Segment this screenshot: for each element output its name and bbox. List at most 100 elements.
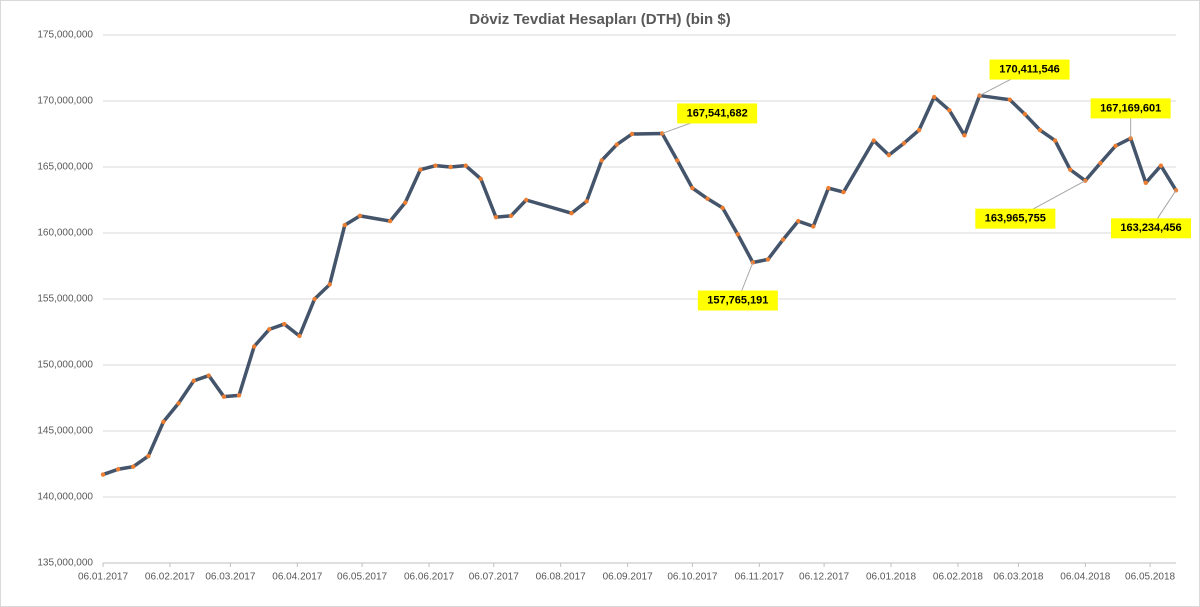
point: [146, 453, 151, 459]
x-tick-label: 06.02.2017: [145, 572, 195, 583]
point: [1158, 163, 1164, 168]
x-tick-label: 06.10.2017: [667, 572, 717, 583]
label-box: [1111, 218, 1191, 239]
point: [1098, 160, 1103, 166]
data-label: 170,411,546: [999, 63, 1060, 75]
x-tick-label: 06.01.2018: [866, 572, 916, 583]
point: [161, 419, 166, 424]
y-tick-label: 175,000,000: [37, 30, 93, 41]
point: [251, 344, 257, 349]
data-label: 163,965,755: [985, 213, 1046, 225]
point: [690, 185, 695, 191]
point: [206, 373, 211, 378]
point: [614, 142, 620, 147]
point: [584, 199, 589, 204]
x-tick-label: 06.01.2017: [78, 572, 128, 583]
x-tick-label: 06.09.2017: [603, 572, 653, 583]
point: [191, 378, 196, 384]
point: [720, 205, 725, 211]
y-tick-label: 155,000,000: [37, 294, 93, 305]
point: [1022, 112, 1028, 117]
point: [478, 176, 484, 182]
y-tick-label: 170,000,000: [37, 96, 93, 107]
label-box: [989, 59, 1070, 80]
point: [1143, 180, 1148, 186]
point: [463, 163, 468, 168]
chart-title: Döviz Tevdiat Hesapları (DTH) (bin $): [469, 11, 730, 28]
point: [750, 260, 756, 265]
data-label: 163,234,456: [1120, 222, 1181, 234]
x-tick-label: 06.08.2017: [536, 572, 586, 583]
point: [931, 94, 937, 100]
point: [599, 158, 604, 163]
point: [705, 196, 710, 201]
y-tick-label: 140,000,000: [37, 492, 93, 503]
point: [267, 327, 272, 332]
point: [962, 133, 967, 138]
data-label: 157,765,191: [707, 294, 768, 306]
point: [780, 237, 786, 242]
x-tick-label: 06.04.2018: [1060, 572, 1110, 583]
y-tick-label: 145,000,000: [37, 426, 93, 437]
label-box: [677, 103, 758, 124]
point: [569, 211, 574, 216]
point: [387, 218, 393, 224]
point: [675, 158, 680, 163]
y-tick-label: 135,000,000: [37, 558, 93, 569]
x-tick-label: 06.03.2018: [993, 572, 1043, 583]
point: [131, 464, 136, 469]
point: [1037, 127, 1043, 133]
point: [795, 218, 801, 224]
x-tick-label: 06.11.2017: [735, 572, 785, 583]
x-tick-label: 06.02.2018: [933, 572, 983, 583]
point: [357, 213, 363, 219]
point: [811, 224, 816, 229]
point: [523, 197, 529, 203]
x-tick-label: 06.12.2017: [799, 572, 849, 583]
point: [236, 393, 242, 398]
point: [1007, 97, 1012, 102]
x-tick-label: 06.05.2018: [1125, 572, 1175, 583]
x-tick-label: 06.07.2017: [469, 572, 519, 583]
point: [1052, 138, 1058, 143]
point: [418, 167, 423, 172]
point: [629, 131, 635, 137]
label-box: [697, 290, 778, 311]
point: [508, 213, 514, 219]
point: [297, 333, 302, 339]
y-tick-label: 150,000,000: [37, 360, 93, 371]
point: [115, 467, 121, 472]
line-series: [102, 93, 1178, 477]
point: [433, 163, 438, 168]
point: [901, 141, 907, 146]
y-tick-label: 160,000,000: [37, 228, 93, 239]
label-box: [975, 208, 1056, 229]
point: [1113, 143, 1118, 149]
x-tick-label: 06.03.2017: [205, 572, 255, 583]
data-label: 167,541,682: [687, 107, 748, 119]
point: [916, 127, 922, 133]
point: [327, 282, 332, 287]
point: [871, 138, 876, 143]
x-tick-label: 06.06.2017: [404, 572, 454, 583]
point: [221, 394, 227, 399]
label-box: [1090, 98, 1171, 119]
data-label: 167,169,601: [1100, 102, 1161, 114]
point: [176, 401, 181, 406]
point: [312, 296, 317, 302]
point: [282, 321, 287, 327]
point: [100, 472, 106, 477]
point: [826, 185, 831, 191]
point: [765, 257, 771, 262]
point: [493, 214, 499, 220]
y-tick-label: 165,000,000: [37, 162, 93, 173]
x-tick-label: 06.04.2017: [272, 572, 322, 583]
point: [1068, 167, 1073, 172]
point: [947, 108, 952, 113]
x-tick-label: 06.05.2017: [337, 572, 387, 583]
point: [403, 200, 408, 205]
point: [735, 232, 740, 237]
point: [886, 152, 892, 158]
